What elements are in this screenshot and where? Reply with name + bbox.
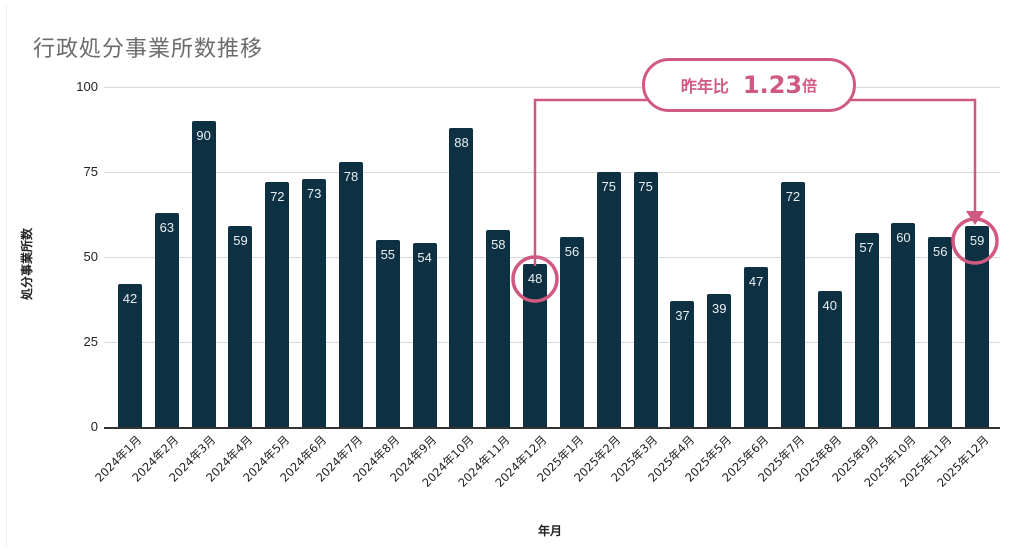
bar-value-label: 58 [491,236,506,252]
bar[interactable] [633,172,658,427]
bar[interactable] [412,243,437,427]
y-tick-label: 0 [90,419,98,434]
bar-value-label: 47 [748,274,764,290]
bar-value-label: 37 [675,308,690,324]
callout-unit: 倍 [802,76,818,95]
y-tick-label: 75 [83,164,98,179]
bar[interactable] [228,226,253,427]
bar[interactable] [338,161,363,427]
bar-value-label: 59 [233,233,248,249]
bar-value-label: 72 [270,189,285,205]
bar[interactable] [118,284,142,427]
bar[interactable] [154,212,179,427]
y-tick-label: 100 [76,79,98,94]
bar[interactable] [559,236,584,427]
bar-value-label: 56 [933,243,948,259]
bar[interactable] [486,229,511,427]
bar[interactable] [596,172,621,427]
bar[interactable] [707,294,732,427]
bar-value-label: 75 [638,179,653,194]
callout-label: 昨年比 [680,77,729,96]
bar-value-label: 39 [712,301,727,317]
bar-value-label: 48 [527,270,543,286]
bar-value-label: 57 [859,240,874,256]
bar[interactable] [928,236,953,427]
bar[interactable] [375,240,400,427]
bar-value-label: 88 [454,134,469,150]
bar[interactable] [265,182,290,427]
y-tick-label: 50 [83,249,98,264]
bar[interactable] [891,223,916,427]
bar[interactable] [670,301,695,427]
highlight-circle-2024-12 [511,255,559,303]
bar-value-label: 60 [896,230,911,245]
bar[interactable] [780,182,805,427]
highlight-circle-2025-12 [951,217,999,265]
bar-value-label: 56 [564,243,580,259]
comparison-arrow-line [533,98,977,266]
x-axis-label: 年月 [538,524,563,538]
gridline [104,342,1000,343]
bar[interactable] [302,178,327,427]
gridline [104,172,1000,173]
gridline [104,87,1000,88]
bar-value-label: 40 [822,298,837,313]
bar-value-label: 72 [785,189,801,205]
chart-title: 行政処分事業所数推移 [33,37,264,62]
bar[interactable] [744,267,769,427]
bar-value-label: 42 [122,291,138,307]
bar-value-label: 55 [380,247,396,262]
bar-value-label: 73 [306,185,322,201]
bar-value-label: 54 [417,250,432,266]
yoy-callout: 昨年比 1.23 倍 [642,58,856,112]
bar-value-label: 75 [601,179,617,194]
bar[interactable] [191,121,216,427]
bar-value-label: 90 [196,128,211,143]
bar-value-label: 63 [159,219,175,235]
gridline [104,257,1000,258]
bar[interactable] [817,291,842,427]
bar[interactable] [523,263,548,427]
y-tick-label: 25 [83,334,98,349]
bar-value-label: 78 [343,168,359,184]
callout-value: 1.23 [742,71,803,99]
x-axis-line [104,427,1000,429]
bar[interactable] [854,233,879,427]
bar[interactable] [449,127,474,427]
bar-value-label: 59 [969,233,985,249]
